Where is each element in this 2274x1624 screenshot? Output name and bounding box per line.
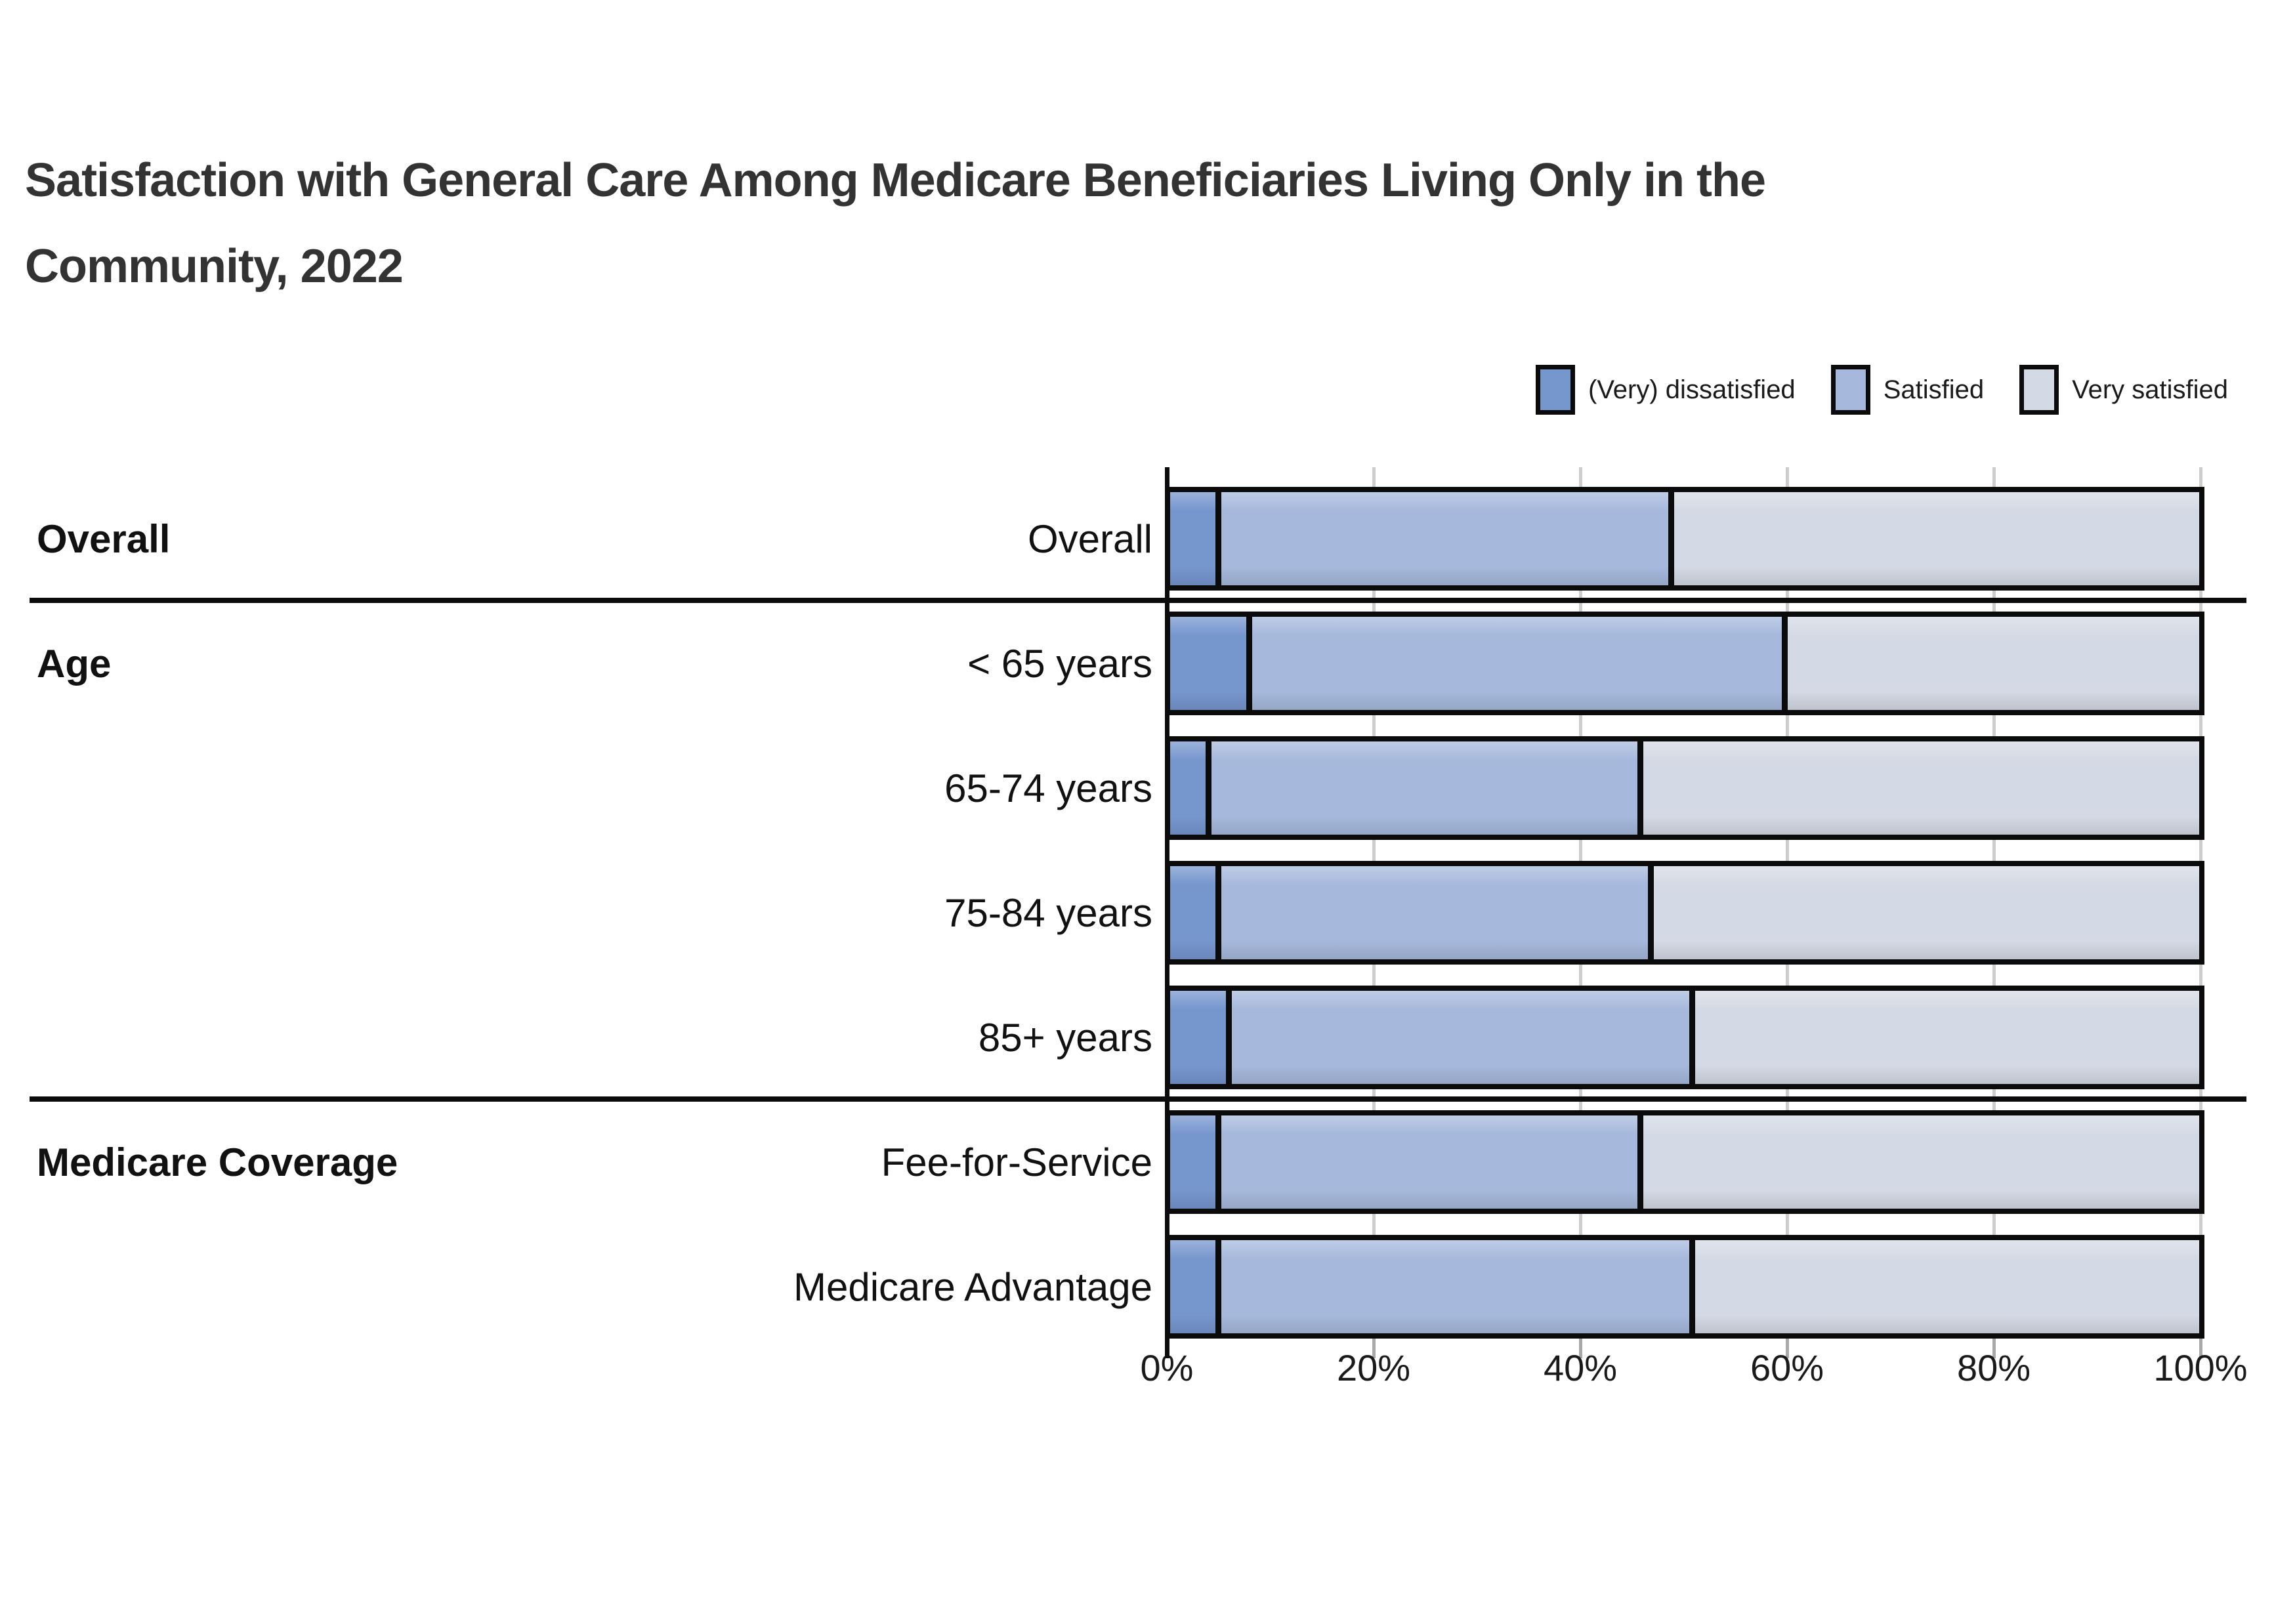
bar-row-65-74-years	[1165, 736, 2204, 840]
legend-swatch-icon	[2019, 365, 2059, 415]
bar-segment-dissatisfied	[1170, 1240, 1222, 1333]
group-label-overall: Overall	[37, 516, 171, 561]
bar-segment-dissatisfied	[1170, 741, 1211, 835]
x-tick-20%	[1372, 1339, 1376, 1358]
bar-segment-very-satisfied	[1695, 1240, 2199, 1333]
legend-label: Satisfied	[1883, 375, 1985, 404]
category-label: < 65 years	[967, 641, 1152, 686]
bar-segment-very-satisfied	[1643, 1115, 2199, 1209]
legend-item-3: Very satisfied	[2019, 365, 2228, 415]
category-label: 85+ years	[978, 1015, 1152, 1060]
bar-segment-satisfied	[1221, 492, 1675, 585]
bar-segment-very-satisfied	[1787, 617, 2199, 710]
group-divider	[30, 598, 2246, 603]
x-tick-40%	[1579, 1339, 1582, 1358]
bar-segment-very-satisfied	[1674, 492, 2199, 585]
x-tick-80%	[1992, 1339, 1996, 1358]
bar-row-75-84-years	[1165, 861, 2204, 965]
legend-item-2: Satisfied	[1830, 365, 1985, 415]
legend-item-1: (Very) dissatisfied	[1536, 365, 1796, 415]
bar-row-overall	[1165, 487, 2204, 591]
bar-segment-satisfied	[1252, 617, 1788, 710]
bar-segment-dissatisfied	[1170, 1115, 1222, 1209]
chart-title: Satisfaction with General Care Among Med…	[25, 138, 2256, 310]
bar-segment-very-satisfied	[1695, 991, 2199, 1084]
chart-title-line-1: Satisfaction with General Care Among Med…	[25, 154, 1766, 207]
category-label: Medicare Advantage	[793, 1264, 1152, 1309]
category-label: Overall	[1027, 516, 1152, 561]
bar-segment-dissatisfied	[1170, 492, 1222, 585]
group-label-age: Age	[37, 641, 112, 686]
bar-row-85-years	[1165, 986, 2204, 1089]
group-divider	[30, 1096, 2246, 1102]
legend-label: Very satisfied	[2072, 375, 2228, 404]
x-axis-label-60%: 60%	[1750, 1347, 1824, 1388]
bar-segment-satisfied	[1221, 1240, 1695, 1333]
legend-label: (Very) dissatisfied	[1588, 375, 1796, 404]
bar-segment-dissatisfied	[1170, 991, 1232, 1084]
x-axis-label-40%: 40%	[1543, 1347, 1618, 1388]
x-tick-60%	[1786, 1339, 1789, 1358]
group-label-medicare-coverage: Medicare Coverage	[37, 1140, 398, 1184]
bar-segment-dissatisfied	[1170, 866, 1222, 959]
category-label: 75-84 years	[944, 890, 1152, 935]
legend-swatch-icon	[1536, 365, 1576, 415]
bar-segment-satisfied	[1232, 991, 1695, 1084]
bar-segment-satisfied	[1221, 866, 1654, 959]
x-tick-100%	[2199, 1339, 2202, 1358]
category-label: 65-74 years	[944, 766, 1152, 810]
bar-row-medicare-advantage	[1165, 1235, 2204, 1339]
bar-segment-satisfied	[1211, 741, 1644, 835]
bar-segment-satisfied	[1221, 1115, 1644, 1209]
x-axis-label-20%: 20%	[1336, 1347, 1411, 1388]
bar-row--65-years	[1165, 612, 2204, 715]
bar-segment-very-satisfied	[1643, 741, 2199, 835]
bar-row-fee-for-service	[1165, 1110, 2204, 1214]
x-axis-label-100%: 100%	[2153, 1347, 2248, 1388]
bar-segment-dissatisfied	[1170, 617, 1253, 710]
category-label: Fee-for-Service	[881, 1140, 1152, 1184]
legend-swatch-icon	[1830, 365, 1870, 415]
chart-title-line-2: Community, 2022	[25, 240, 404, 293]
x-axis-label-80%: 80%	[1956, 1347, 2031, 1388]
bar-segment-very-satisfied	[1653, 866, 2199, 959]
legend: (Very) dissatisfied Satisfied Very satisfi…	[1536, 365, 2228, 415]
